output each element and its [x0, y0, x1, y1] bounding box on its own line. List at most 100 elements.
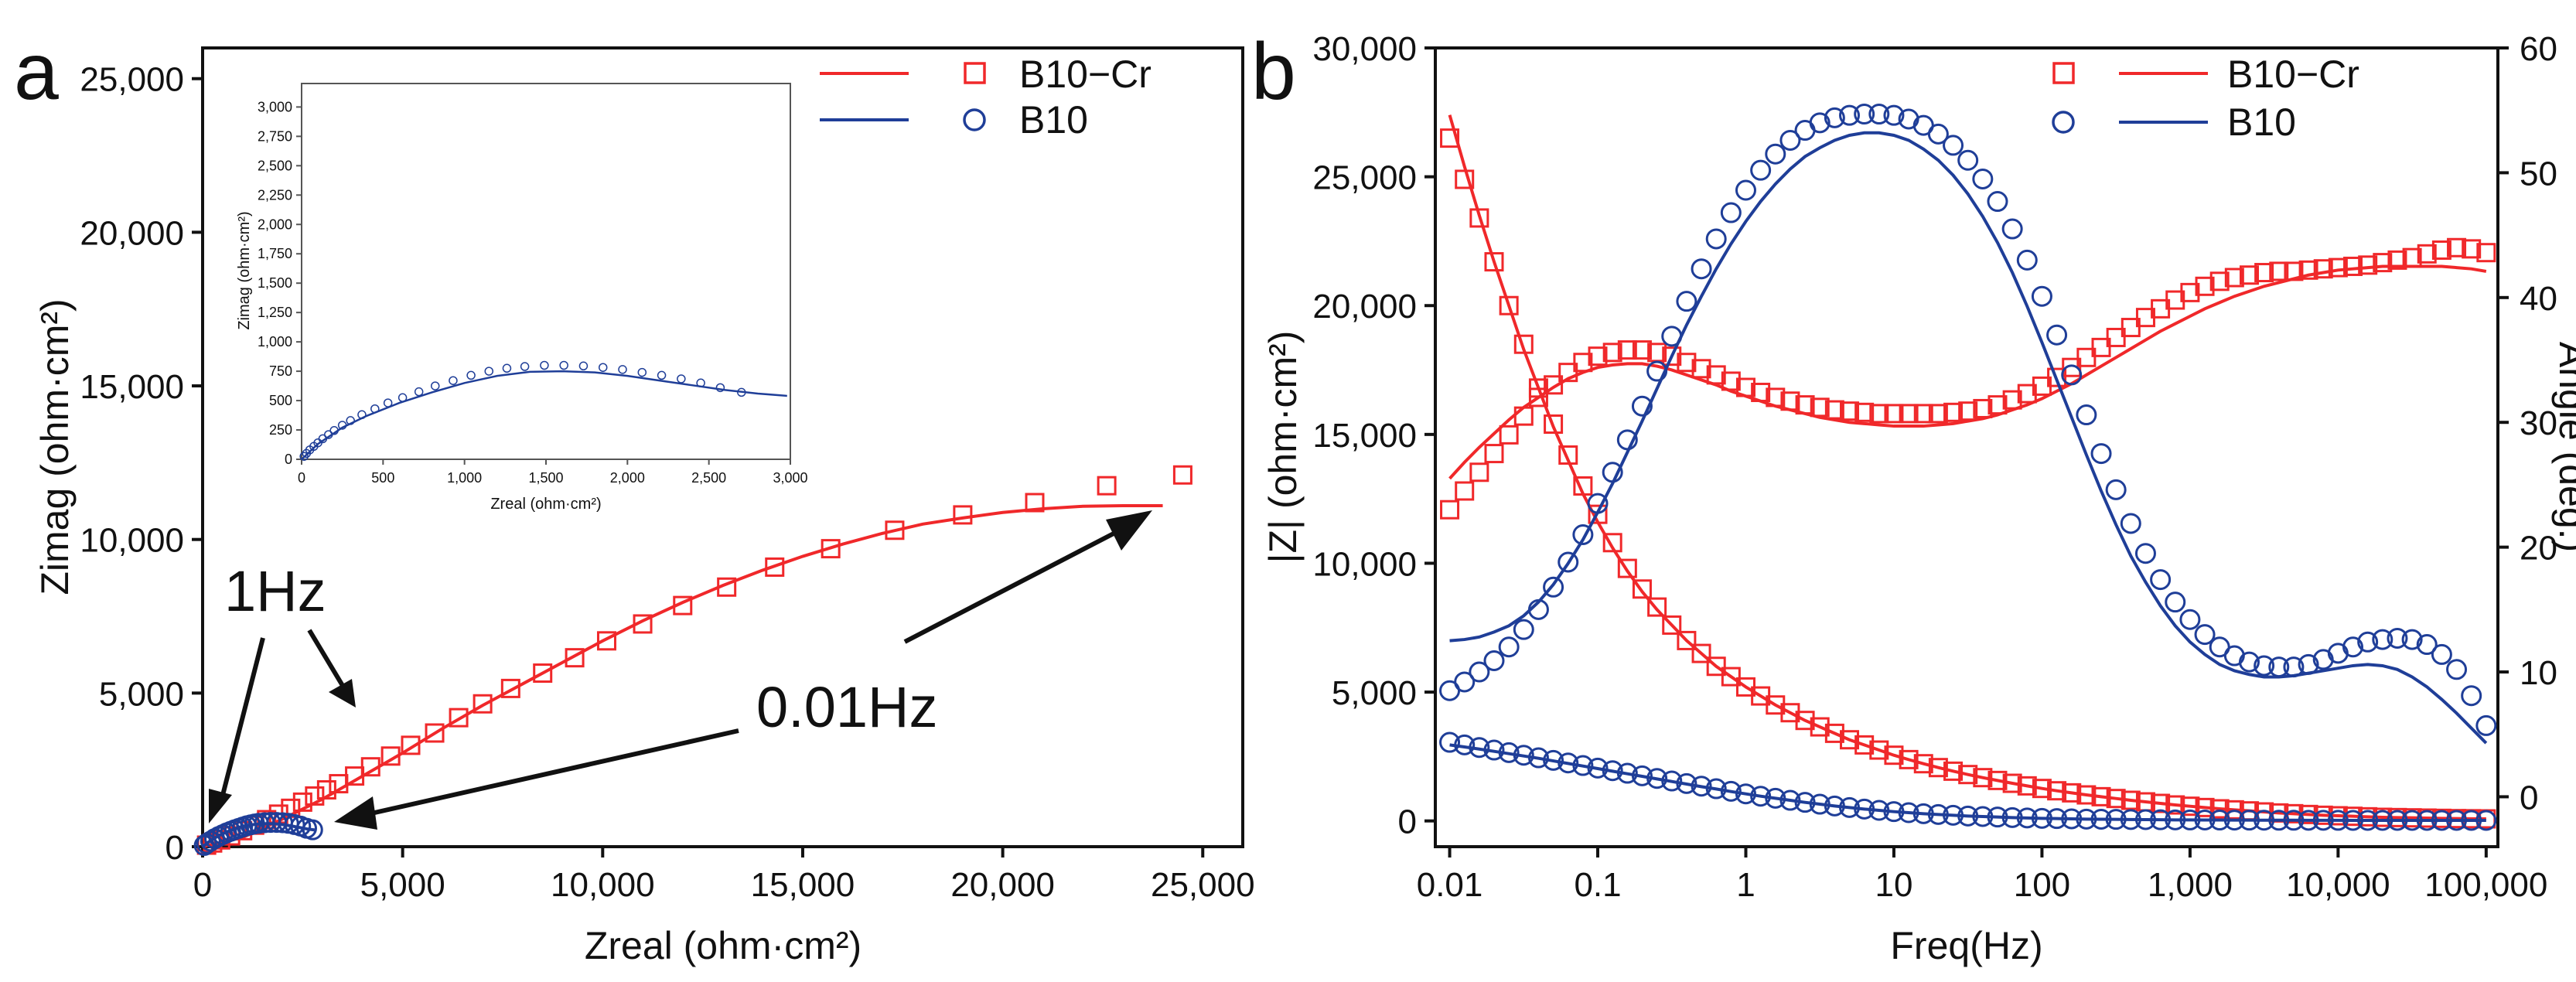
annotation-001hz-arrowhead-2: [334, 796, 377, 830]
b-data-point: [1677, 630, 1697, 650]
inset-ytick-label: 2,250: [258, 187, 292, 203]
panel-b-x-ticks: 0.01 0.1 1 10 100 1,000 10,000 100,000: [1417, 847, 2547, 904]
a-ytick-label: 0: [165, 829, 184, 867]
b-data-point: [2416, 634, 2438, 656]
a-data-point: [1025, 493, 1045, 513]
b-xtick-label: 1: [1736, 866, 1755, 904]
b-data-point: [1513, 406, 1534, 426]
b-data-point: [1884, 745, 1904, 765]
b-data-point: [2313, 259, 2333, 279]
b-data-point: [2254, 655, 2275, 677]
a-xtick-label: 0: [193, 866, 212, 904]
a-fit-line: [202, 503, 1163, 848]
a-ytick-label: 20,000: [80, 214, 184, 252]
b-fit-line: [1448, 114, 2486, 821]
b-data-point: [1454, 671, 1476, 693]
annotation-1hz-arrow-2: [307, 629, 346, 690]
panel-a-x-axis-label: Zreal (ohm·cm²): [585, 924, 862, 967]
annotation-1hz-arrow-1: [218, 637, 265, 805]
b-data-point: [1987, 770, 2008, 790]
b-data-point: [1440, 128, 1460, 148]
b-data-point: [1854, 402, 1875, 422]
inset-y-ticks: 0 250 500 750 1,000 1,250 1,500 1,750 2,000 2,250…: [258, 99, 302, 467]
b-data-point: [1632, 340, 1652, 360]
b-data-point: [1662, 615, 1682, 635]
b-data-point: [2342, 636, 2364, 658]
b-data-point: [2446, 659, 2468, 680]
inset-ytick-label: 3,000: [258, 99, 292, 114]
b-data-point: [1987, 191, 2008, 213]
legend-b-b10cr-label: B10−Cr: [2227, 53, 2359, 96]
b-data-point: [1647, 597, 1667, 617]
annotation-001hz-arrow-2: [370, 728, 739, 816]
b-xtick-label: 100,000: [2424, 866, 2547, 904]
b-data-point: [2373, 253, 2393, 273]
b-data-point: [2150, 569, 2172, 591]
b-data-point: [2328, 257, 2348, 278]
b-data-point: [1884, 404, 1904, 424]
inset-fit-line: [301, 370, 787, 460]
b-data-point: [2461, 685, 2482, 707]
b-data-point: [1943, 402, 1964, 422]
inset-ytick-label: 500: [269, 393, 292, 408]
b-data-point: [2076, 404, 2097, 426]
b-data-point: [2179, 609, 2201, 630]
b-data-point: [2476, 243, 2496, 263]
annotation-001hz-arrow-1: [903, 531, 1115, 644]
panel-b-x-axis-label: Freq(Hz): [1890, 924, 2042, 967]
a-data-point: [533, 663, 553, 684]
b-data-point: [1972, 168, 1994, 189]
inset-ytick-label: 250: [269, 422, 292, 438]
b-data-point: [1469, 462, 1489, 482]
panel-b-series: [1439, 104, 2497, 831]
b-data-point: [2016, 249, 2038, 271]
panel-b-label: b: [1251, 27, 1296, 117]
inset-data-point: [637, 367, 647, 377]
panel-a-label: a: [14, 27, 59, 117]
b-data-point: [2269, 261, 2289, 281]
b-data-point: [1602, 343, 1622, 363]
b-data-point: [2254, 263, 2274, 283]
annotation-001hz: 0.01Hz: [334, 510, 1152, 830]
b-data-point: [1958, 765, 1978, 785]
b-data-point: [1469, 661, 1490, 683]
b-data-point: [2343, 256, 2363, 276]
b-data-point: [2106, 327, 2126, 347]
b-data-point: [1484, 252, 1504, 272]
b-y2tick-label: 0: [2520, 779, 2538, 817]
b-data-point: [1588, 346, 1608, 367]
b-xtick-label: 10,000: [2286, 866, 2390, 904]
b-data-point: [2238, 651, 2260, 673]
b-data-point: [1572, 523, 1594, 545]
b-data-point: [2417, 244, 2437, 264]
a-data-point: [765, 557, 785, 577]
a-xtick-label: 10,000: [551, 866, 655, 904]
b-data-point: [2061, 364, 2083, 386]
inset-ytick-label: 0: [285, 452, 292, 467]
b-y2tick-label: 50: [2520, 155, 2557, 193]
b-data-point: [2062, 357, 2082, 377]
b-data-point: [2372, 629, 2393, 650]
b-data-point: [1691, 359, 1711, 379]
b-ytick-label: 30,000: [1312, 30, 1417, 68]
a-xtick-label: 5,000: [360, 866, 445, 904]
inset-data-point: [430, 381, 440, 390]
b-xtick-label: 100: [2014, 866, 2070, 904]
b-data-point: [1498, 636, 1520, 658]
annotation-1hz-label: 1Hz: [224, 559, 326, 623]
b-data-point: [1840, 401, 1860, 421]
annotation-001hz-label: 0.01Hz: [756, 675, 937, 739]
b-data-point: [1824, 107, 1845, 128]
b-data-point: [1750, 159, 1772, 181]
b-y2tick-label: 30: [2520, 404, 2557, 442]
b-data-point: [1544, 414, 1564, 435]
inset-data-point: [540, 360, 549, 370]
inset-xtick-label: 1,000: [447, 470, 482, 486]
b-data-point: [1735, 179, 1756, 201]
b-xtick-label: 10: [1875, 866, 1912, 904]
panel-a-y-ticks: 0 5,000 10,000 15,000 20,000 25,000: [80, 61, 203, 867]
b-data-point: [1440, 500, 1460, 520]
b-data-point: [1957, 149, 1979, 171]
b-data-point: [1705, 228, 1727, 250]
a-data-point: [473, 694, 493, 714]
